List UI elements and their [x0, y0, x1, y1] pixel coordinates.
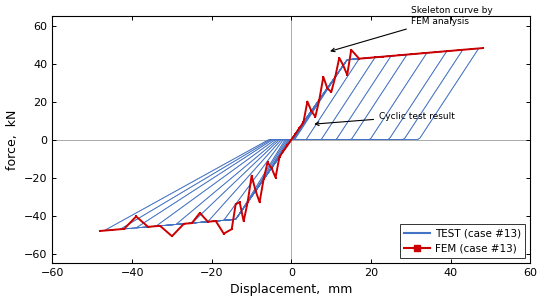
- Y-axis label: force,  kN: force, kN: [5, 109, 18, 170]
- Legend: TEST (case #13), FEM (case #13): TEST (case #13), FEM (case #13): [400, 224, 525, 258]
- Text: Cyclic test result: Cyclic test result: [315, 111, 455, 126]
- X-axis label: Displacement,  mm: Displacement, mm: [230, 284, 352, 297]
- Text: Skeleton curve by
FEM analysis: Skeleton curve by FEM analysis: [331, 6, 493, 52]
